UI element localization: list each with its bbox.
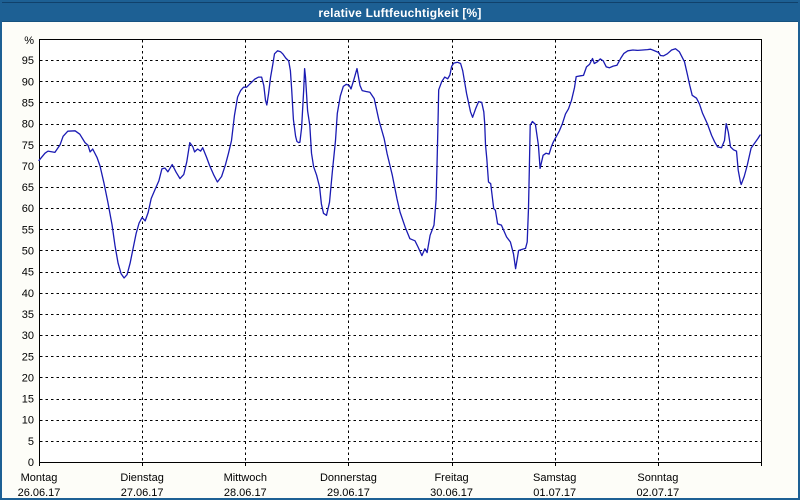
day-date-label: 30.06.17 <box>430 487 473 498</box>
day-name-label: Donnerstag <box>320 472 377 484</box>
y-tick-label: 55 <box>22 224 34 236</box>
y-tick-label: 80 <box>22 119 34 131</box>
y-tick-label: 5 <box>28 436 34 448</box>
day-name-label: Montag <box>21 472 58 484</box>
horizontal-gridlines <box>40 60 761 442</box>
y-tick-label: 10 <box>22 415 34 427</box>
vertical-gridlines <box>142 40 659 462</box>
day-date-label: 28.06.17 <box>224 487 267 498</box>
y-tick-label: 85 <box>22 97 34 109</box>
chart-title: relative Luftfeuchtigkeit [%] <box>318 6 482 20</box>
y-tick-label: 95 <box>22 55 34 67</box>
y-tick-label: 45 <box>22 267 34 279</box>
y-tick-label: 70 <box>22 161 34 173</box>
day-name-label: Freitag <box>434 472 468 484</box>
y-tick-label: 25 <box>22 351 34 363</box>
plot-frame <box>39 39 762 463</box>
y-tick-label: 50 <box>22 246 34 258</box>
x-axis-labels: Montag 26.06.17 Dienstag 27.06.17 Mittwoch 28… <box>18 472 680 498</box>
day-name-label: Samstag <box>533 472 576 484</box>
y-tick-label: 90 <box>22 76 34 88</box>
day-name-label: Dienstag <box>120 472 163 484</box>
y-tick-label: 65 <box>22 182 34 194</box>
humidity-chart: 0 5 10 15 20 25 30 35 40 45 50 55 60 65 70 75 80 85 90 95% M… <box>18 35 762 498</box>
day-date-label: 26.06.17 <box>18 487 61 498</box>
y-axis-unit-label: % <box>24 35 34 47</box>
y-tick-label: 30 <box>22 330 34 342</box>
day-date-label: 02.07.17 <box>636 487 679 498</box>
y-tick-label: 15 <box>22 394 34 406</box>
day-name-label: Mittwoch <box>224 472 267 484</box>
day-date-label: 29.06.17 <box>327 487 370 498</box>
y-axis-labels: 0 5 10 15 20 25 30 35 40 45 50 55 60 65 70 75 80 85 90 95% <box>22 35 34 469</box>
y-tick-label: 35 <box>22 309 34 321</box>
chart-area: 0 5 10 15 20 25 30 35 40 45 50 55 60 65 70 75 80 85 90 95% M… <box>2 22 798 498</box>
y-tick-label: 75 <box>22 140 34 152</box>
y-tick-label: 60 <box>22 203 34 215</box>
day-date-label: 01.07.17 <box>533 487 576 498</box>
y-tick-label: 0 <box>28 457 34 469</box>
x-axis-ticks <box>39 462 762 466</box>
y-tick-label: 40 <box>22 288 34 300</box>
y-tick-label: 20 <box>22 372 34 384</box>
day-name-label: Sonntag <box>637 472 678 484</box>
day-date-label: 27.06.17 <box>121 487 164 498</box>
humidity-line <box>38 48 761 279</box>
title-bar: relative Luftfeuchtigkeit [%] <box>2 2 798 22</box>
